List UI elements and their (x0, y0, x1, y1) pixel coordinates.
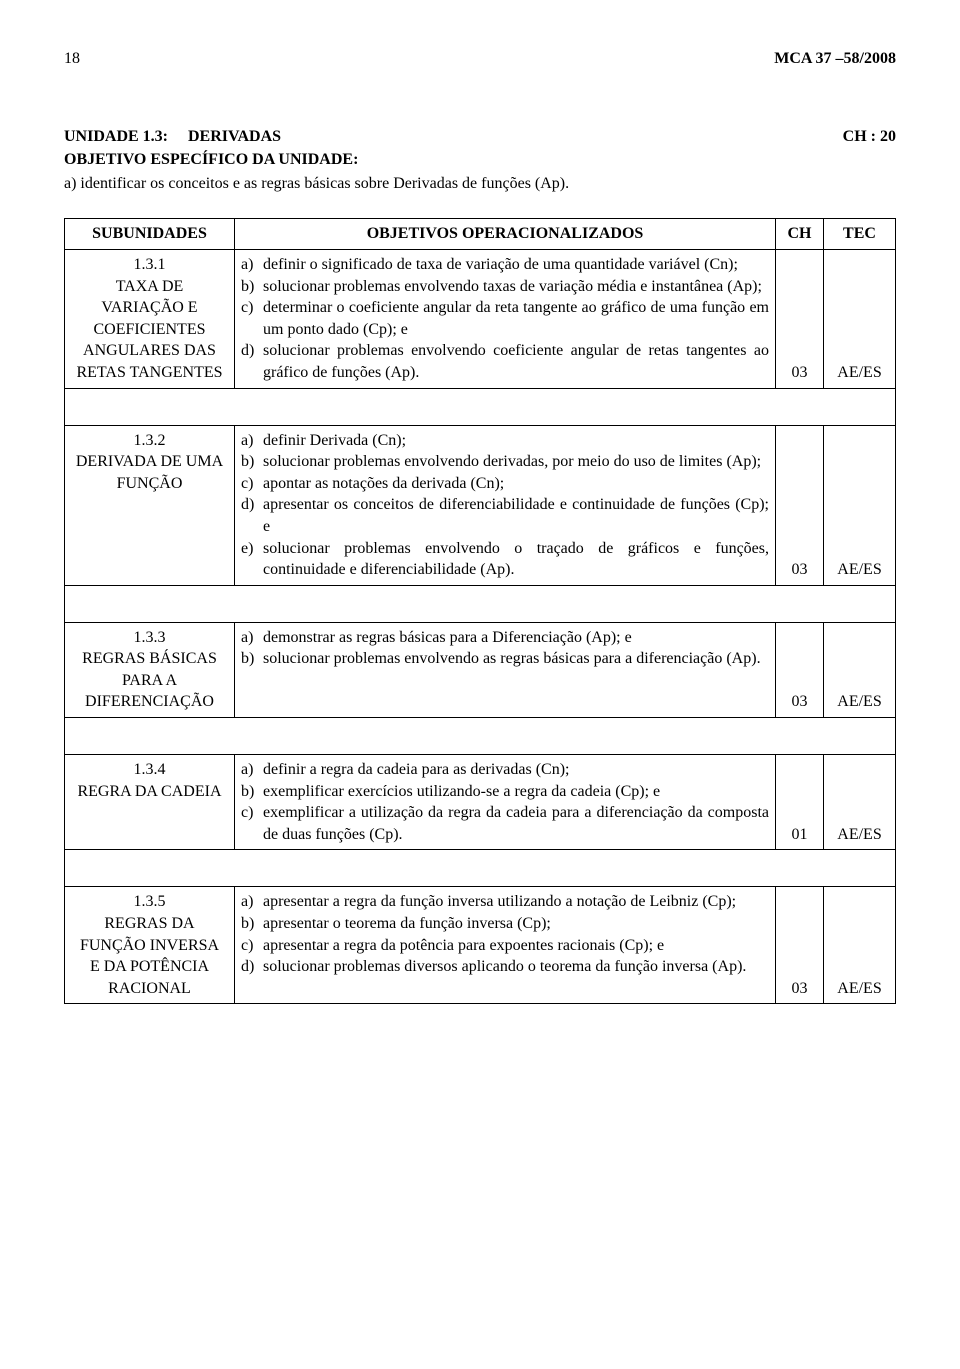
ch-cell: 03 (776, 887, 824, 1004)
list-text: definir Derivada (Cn); (263, 430, 769, 452)
list-text: definir a regra da cadeia para as deriva… (263, 759, 769, 781)
unit-objective-label: OBJETIVO ESPECÍFICO DA UNIDADE: (64, 149, 896, 171)
spacer-row (65, 718, 896, 755)
tec-cell: AE/ES (824, 425, 896, 585)
ch-cell: 03 (776, 249, 824, 388)
ch-cell: 03 (776, 622, 824, 717)
list-text: solucionar problemas envolvendo derivada… (263, 451, 769, 473)
list-text: apontar as notações da derivada (Cn); (263, 473, 769, 495)
table-row: 1.3.2DERIVADA DE UMAFUNÇÃOa)definir Deri… (65, 425, 896, 585)
tec-cell: AE/ES (824, 622, 896, 717)
tec-cell: AE/ES (824, 755, 896, 850)
th-ch: CH (776, 219, 824, 250)
list-marker: c) (241, 297, 263, 319)
ch-cell: 01 (776, 755, 824, 850)
list-text: apresentar a regra da função inversa uti… (263, 891, 769, 913)
objective-item: c)apontar as notações da derivada (Cn); (241, 473, 769, 495)
list-marker: a) (241, 627, 263, 649)
list-text: solucionar problemas envolvendo taxas de… (263, 276, 769, 298)
th-objetivos: OBJETIVOS OPERACIONALIZADOS (235, 219, 776, 250)
list-text: determinar o coeficiente angular da reta… (263, 297, 769, 340)
list-marker: a) (241, 891, 263, 913)
objective-item: c)determinar o coeficiente angular da re… (241, 297, 769, 340)
list-text: solucionar problemas envolvendo as regra… (263, 648, 769, 670)
unit-objective-text: a) identificar os conceitos e as regras … (64, 173, 896, 195)
table-row: 1.3.1TAXA DEVARIAÇÃO ECOEFICIENTESANGULA… (65, 249, 896, 388)
list-text: solucionar problemas diversos aplicando … (263, 956, 769, 978)
objective-item: a)demonstrar as regras básicas para a Di… (241, 627, 769, 649)
list-marker: c) (241, 802, 263, 824)
table-row: 1.3.5REGRAS DAFUNÇÃO INVERSAE DA POTÊNCI… (65, 887, 896, 1004)
subunit-cell: 1.3.5REGRAS DAFUNÇÃO INVERSAE DA POTÊNCI… (65, 887, 235, 1004)
objective-item: b)exemplificar exercícios utilizando-se … (241, 781, 769, 803)
objective-item: e)solucionar problemas envolvendo o traç… (241, 538, 769, 581)
objectives-cell: a)definir a regra da cadeia para as deri… (235, 755, 776, 850)
objective-item: c)apresentar a regra da potência para ex… (241, 935, 769, 957)
list-marker: a) (241, 254, 263, 276)
objective-item: d)solucionar problemas envolvendo coefic… (241, 340, 769, 383)
list-marker: b) (241, 451, 263, 473)
list-text: exemplificar exercícios utilizando-se a … (263, 781, 769, 803)
list-marker: d) (241, 340, 263, 362)
objective-item: a)definir Derivada (Cn); (241, 430, 769, 452)
subunit-cell: 1.3.2DERIVADA DE UMAFUNÇÃO (65, 425, 235, 585)
page-header: 18 MCA 37 –58/2008 (64, 48, 896, 70)
objective-item: b)solucionar problemas envolvendo taxas … (241, 276, 769, 298)
subunit-cell: 1.3.3REGRAS BÁSICASPARA ADIFERENCIAÇÃO (65, 622, 235, 717)
unit-title: UNIDADE 1.3: DERIVADAS (64, 126, 281, 148)
spacer-row (65, 585, 896, 622)
list-marker: b) (241, 913, 263, 935)
th-subunidades: SUBUNIDADES (65, 219, 235, 250)
list-marker: b) (241, 781, 263, 803)
subunit-cell: 1.3.1TAXA DEVARIAÇÃO ECOEFICIENTESANGULA… (65, 249, 235, 388)
doc-reference: MCA 37 –58/2008 (774, 48, 896, 70)
objectives-cell: a)apresentar a regra da função inversa u… (235, 887, 776, 1004)
list-marker: d) (241, 494, 263, 516)
list-text: solucionar problemas envolvendo o traçad… (263, 538, 769, 581)
list-text: apresentar os conceitos de diferenciabil… (263, 494, 769, 537)
objective-item: b)solucionar problemas envolvendo deriva… (241, 451, 769, 473)
table-row: 1.3.3REGRAS BÁSICASPARA ADIFERENCIAÇÃO a)… (65, 622, 896, 717)
th-tec: TEC (824, 219, 896, 250)
spacer-row (65, 388, 896, 425)
tec-cell: AE/ES (824, 249, 896, 388)
table-header-row: SUBUNIDADES OBJETIVOS OPERACIONALIZADOS … (65, 219, 896, 250)
objective-item: b)solucionar problemas envolvendo as reg… (241, 648, 769, 670)
objectives-cell: a)demonstrar as regras básicas para a Di… (235, 622, 776, 717)
page: 18 MCA 37 –58/2008 UNIDADE 1.3: DERIVADA… (64, 48, 896, 1004)
list-marker: a) (241, 430, 263, 452)
list-text: solucionar problemas envolvendo coeficie… (263, 340, 769, 383)
list-marker: b) (241, 648, 263, 670)
subunit-cell: 1.3.4REGRA DA CADEIA (65, 755, 235, 850)
objective-item: d)apresentar os conceitos de diferenciab… (241, 494, 769, 537)
table-row: 1.3.4REGRA DA CADEIA a)definir a regra da… (65, 755, 896, 850)
list-marker: c) (241, 473, 263, 495)
list-text: apresentar a regra da potência para expo… (263, 935, 769, 957)
list-text: definir o significado de taxa de variaçã… (263, 254, 769, 276)
list-text: exemplificar a utilização da regra da ca… (263, 802, 769, 845)
page-number: 18 (64, 48, 80, 70)
unit-ch-label: CH : 20 (843, 126, 896, 148)
objectives-cell: a)definir o significado de taxa de varia… (235, 249, 776, 388)
unit-block: UNIDADE 1.3: DERIVADAS CH : 20 OBJETIVO … (64, 126, 896, 195)
unit-title-row: UNIDADE 1.3: DERIVADAS CH : 20 (64, 126, 896, 148)
objective-item: c)exemplificar a utilização da regra da … (241, 802, 769, 845)
list-marker: b) (241, 276, 263, 298)
list-marker: d) (241, 956, 263, 978)
list-marker: a) (241, 759, 263, 781)
list-text: demonstrar as regras básicas para a Dife… (263, 627, 769, 649)
objectives-table: SUBUNIDADES OBJETIVOS OPERACIONALIZADOS … (64, 218, 896, 1004)
objective-item: a)apresentar a regra da função inversa u… (241, 891, 769, 913)
list-marker: c) (241, 935, 263, 957)
list-marker: e) (241, 538, 263, 560)
objective-item: b)apresentar o teorema da função inversa… (241, 913, 769, 935)
objectives-cell: a)definir Derivada (Cn);b)solucionar pro… (235, 425, 776, 585)
list-text: apresentar o teorema da função inversa (… (263, 913, 769, 935)
spacer-row (65, 850, 896, 887)
ch-cell: 03 (776, 425, 824, 585)
objective-item: a)definir o significado de taxa de varia… (241, 254, 769, 276)
objective-item: d)solucionar problemas diversos aplicand… (241, 956, 769, 978)
objective-item: a)definir a regra da cadeia para as deri… (241, 759, 769, 781)
tec-cell: AE/ES (824, 887, 896, 1004)
